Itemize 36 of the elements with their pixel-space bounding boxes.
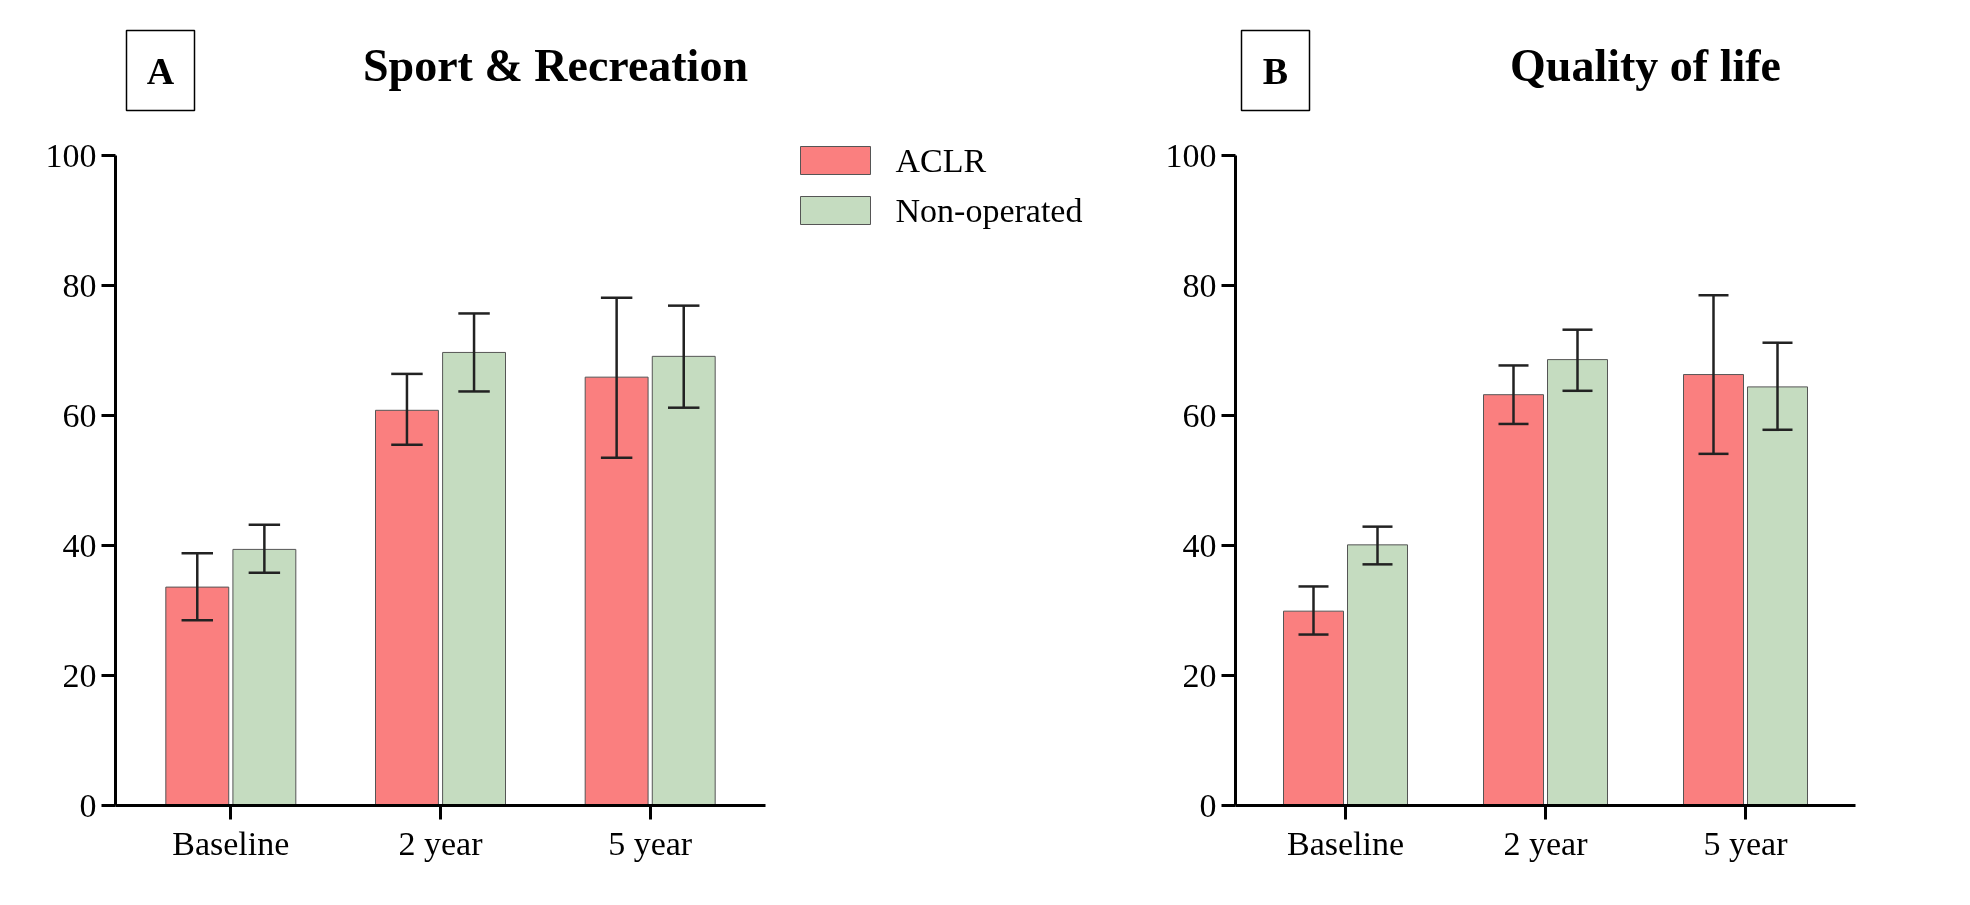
y-tick-label: 40: [1182, 526, 1217, 564]
legend-label: ACLR: [895, 142, 987, 179]
bar: [1483, 394, 1544, 806]
legend-label: Non-operated: [895, 192, 1083, 229]
y-tick-label: 0: [1199, 786, 1217, 824]
x-tick-label: 5 year: [608, 824, 693, 862]
y-tick-label: 0: [79, 786, 97, 824]
bar: [165, 586, 230, 806]
bar: [1347, 544, 1408, 806]
chart-title: Sport & Recreation: [363, 40, 748, 91]
text: B: [1262, 49, 1289, 92]
x-tick-label: 5 year: [1703, 824, 1789, 862]
y-tick-label: 60: [1182, 396, 1217, 434]
bar: [232, 548, 297, 806]
y-tick-label: 100: [45, 136, 97, 174]
bar: [375, 409, 439, 806]
bar: [1683, 374, 1744, 806]
y-tick-label: 20: [62, 656, 97, 694]
bar: [1283, 610, 1344, 806]
bar: [1547, 359, 1608, 806]
y-tick-label: 40: [62, 526, 97, 564]
text: A: [146, 49, 175, 92]
y-tick-label: 80: [1182, 266, 1217, 304]
chart-title: Quality of life: [1510, 40, 1781, 91]
x-tick-label: Baseline: [1286, 824, 1405, 862]
bar: [1747, 386, 1808, 806]
y-tick-label: 20: [1182, 656, 1217, 694]
x-tick-label: 2 year: [1503, 824, 1589, 862]
bar: [584, 376, 649, 806]
y-tick-label: 80: [62, 266, 97, 304]
bar: [442, 351, 506, 806]
x-tick-label: 2 year: [398, 824, 484, 862]
y-tick-label: 60: [62, 396, 97, 434]
bar: [651, 355, 716, 806]
y-tick-label: 100: [1165, 136, 1217, 174]
x-tick-label: Baseline: [172, 824, 290, 862]
